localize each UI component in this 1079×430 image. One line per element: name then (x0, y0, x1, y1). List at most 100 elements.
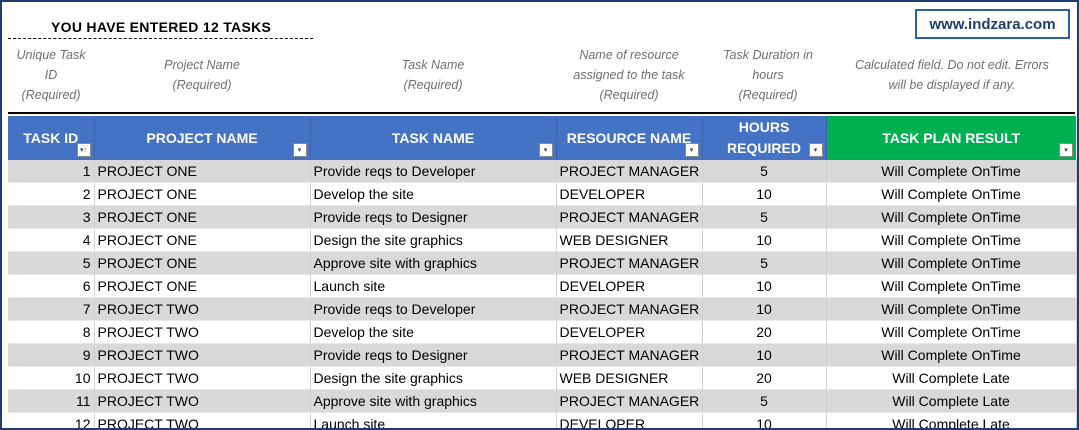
table-row[interactable]: 10 PROJECT TWO Design the site graphics WEB… (8, 366, 1077, 390)
cell-task-name[interactable]: Develop the site (310, 320, 557, 344)
cell-resource-name[interactable]: PROJECT MANAGER (556, 205, 703, 229)
cell-task-id[interactable]: 6 (8, 274, 95, 298)
cell-project-name[interactable]: PROJECT TWO (94, 412, 311, 428)
table-row[interactable]: 11 PROJECT TWO Approve site with graphics P… (8, 389, 1077, 413)
col-header-label: TASK PLAN RESULT (882, 129, 1021, 146)
cell-task-plan-result[interactable]: Will Complete Late (826, 366, 1077, 390)
cell-resource-name[interactable]: PROJECT MANAGER (556, 389, 703, 413)
cell-task-id[interactable]: 7 (8, 297, 95, 321)
table-row[interactable]: 5 PROJECT ONE Approve site with graphics PR… (8, 251, 1077, 275)
cell-hours-required[interactable]: 5 (702, 389, 827, 413)
cell-task-plan-result[interactable]: Will Complete Late (826, 412, 1077, 428)
cell-project-name[interactable]: PROJECT TWO (94, 389, 311, 413)
brand-link[interactable]: www.indzara.com (915, 9, 1070, 39)
table-row[interactable]: 4 PROJECT ONE Design the site graphics WEB … (8, 228, 1077, 252)
cell-resource-name[interactable]: PROJECT MANAGER (556, 343, 703, 367)
cell-task-plan-result[interactable]: Will Complete OnTime (826, 251, 1077, 275)
cell-resource-name[interactable]: WEB DESIGNER (556, 366, 703, 390)
cell-project-name[interactable]: PROJECT ONE (94, 251, 311, 275)
cell-task-plan-result[interactable]: Will Complete OnTime (826, 320, 1077, 344)
cell-project-name[interactable]: PROJECT ONE (94, 182, 311, 206)
cell-resource-name[interactable]: DEVELOPER (556, 274, 703, 298)
cell-project-name[interactable]: PROJECT TWO (94, 297, 311, 321)
table-row[interactable]: 9 PROJECT TWO Provide reqs to Designer PROJ… (8, 343, 1077, 367)
cell-resource-name[interactable]: PROJECT MANAGER (556, 251, 703, 275)
cell-resource-name[interactable]: DEVELOPER (556, 182, 703, 206)
cell-hours-required[interactable]: 10 (702, 412, 827, 428)
cell-task-plan-result[interactable]: Will Complete Late (826, 389, 1077, 413)
table-row[interactable]: 2 PROJECT ONE Develop the site DEVELOPER 10 W… (8, 182, 1077, 206)
cell-task-name[interactable]: Launch site (310, 274, 557, 298)
cell-task-id[interactable]: 3 (8, 205, 95, 229)
cell-hours-required[interactable]: 5 (702, 205, 827, 229)
col-header-task-name: TASK NAME ▾ (310, 116, 557, 160)
table-row[interactable]: 3 PROJECT ONE Provide reqs to Designer PROJ… (8, 205, 1077, 229)
sort-filter-icon[interactable]: ▾↑ (76, 143, 91, 157)
cell-task-name[interactable]: Design the site graphics (310, 228, 557, 252)
cell-task-plan-result[interactable]: Will Complete OnTime (826, 205, 1077, 229)
cell-resource-name[interactable]: DEVELOPER (556, 320, 703, 344)
filter-dropdown-icon[interactable]: ▾ (808, 143, 823, 157)
cell-resource-name[interactable]: PROJECT MANAGER (556, 160, 703, 183)
cell-task-id[interactable]: 10 (8, 366, 95, 390)
hint-line: will be displayed if any. (888, 78, 1016, 92)
cell-task-plan-result[interactable]: Will Complete OnTime (826, 274, 1077, 298)
cell-project-name[interactable]: PROJECT ONE (94, 228, 311, 252)
cell-task-name[interactable]: Design the site graphics (310, 366, 557, 390)
filter-dropdown-icon[interactable]: ▾ (684, 143, 699, 157)
cell-project-name[interactable]: PROJECT TWO (94, 320, 311, 344)
cell-hours-required[interactable]: 10 (702, 182, 827, 206)
cell-task-id[interactable]: 1 (8, 160, 95, 183)
cell-task-id[interactable]: 4 (8, 228, 95, 252)
cell-task-name[interactable]: Provide reqs to Developer (310, 160, 557, 183)
cell-task-id[interactable]: 11 (8, 389, 95, 413)
cell-project-name[interactable]: PROJECT ONE (94, 274, 311, 298)
col-header-label: TASK ID (23, 129, 79, 146)
cell-task-name[interactable]: Approve site with graphics (310, 389, 557, 413)
cell-hours-required[interactable]: 5 (702, 251, 827, 275)
filter-dropdown-icon[interactable]: ▾ (1059, 143, 1073, 157)
cell-project-name[interactable]: PROJECT ONE (94, 205, 311, 229)
cell-project-name[interactable]: PROJECT ONE (94, 160, 311, 183)
cell-hours-required[interactable]: 10 (702, 228, 827, 252)
hint-line: Project Name (164, 58, 240, 72)
cell-task-plan-result[interactable]: Will Complete OnTime (826, 343, 1077, 367)
cell-task-plan-result[interactable]: Will Complete OnTime (826, 160, 1077, 183)
col-header-label: TASK NAME (391, 129, 475, 146)
cell-hours-required[interactable]: 5 (702, 160, 827, 183)
cell-hours-required[interactable]: 10 (702, 297, 827, 321)
cell-task-plan-result[interactable]: Will Complete OnTime (826, 228, 1077, 252)
cell-task-id[interactable]: 9 (8, 343, 95, 367)
table-row[interactable]: 7 PROJECT TWO Provide reqs to Developer PRO… (8, 297, 1077, 321)
cell-task-name[interactable]: Provide reqs to Designer (310, 343, 557, 367)
hint-line: (Required) (738, 88, 798, 102)
table-row[interactable]: 12 PROJECT TWO Launch site DEVELOPER 10 Will … (8, 412, 1077, 428)
cell-task-id[interactable]: 12 (8, 412, 95, 428)
cell-hours-required[interactable]: 20 (702, 320, 827, 344)
cell-resource-name[interactable]: DEVELOPER (556, 412, 703, 428)
cell-project-name[interactable]: PROJECT TWO (94, 343, 311, 367)
cell-task-name[interactable]: Provide reqs to Designer (310, 205, 557, 229)
table-header-row: TASK ID ▾↑ PROJECT NAME ▾ TASK NAME ▾ RE… (8, 116, 1076, 160)
filter-dropdown-icon[interactable]: ▾ (292, 143, 307, 157)
cell-task-name[interactable]: Develop the site (310, 182, 557, 206)
filter-dropdown-icon[interactable]: ▾ (538, 143, 553, 157)
cell-task-id[interactable]: 5 (8, 251, 95, 275)
cell-task-id[interactable]: 2 (8, 182, 95, 206)
table-row[interactable]: 6 PROJECT ONE Launch site DEVELOPER 10 Will C… (8, 274, 1077, 298)
cell-task-id[interactable]: 8 (8, 320, 95, 344)
cell-hours-required[interactable]: 20 (702, 366, 827, 390)
table-row[interactable]: 1 PROJECT ONE Provide reqs to Developer PRO… (8, 160, 1077, 183)
cell-task-name[interactable]: Provide reqs to Developer (310, 297, 557, 321)
cell-task-name[interactable]: Approve site with graphics (310, 251, 557, 275)
cell-task-name[interactable]: Launch site (310, 412, 557, 428)
table-row[interactable]: 8 PROJECT TWO Develop the site DEVELOPER 20 W… (8, 320, 1077, 344)
cell-resource-name[interactable]: PROJECT MANAGER (556, 297, 703, 321)
cell-hours-required[interactable]: 10 (702, 343, 827, 367)
cell-task-plan-result[interactable]: Will Complete OnTime (826, 297, 1077, 321)
cell-hours-required[interactable]: 10 (702, 274, 827, 298)
cell-task-plan-result[interactable]: Will Complete OnTime (826, 182, 1077, 206)
task-table: TASK ID ▾↑ PROJECT NAME ▾ TASK NAME ▾ RE… (8, 116, 1077, 428)
cell-project-name[interactable]: PROJECT TWO (94, 366, 311, 390)
cell-resource-name[interactable]: WEB DESIGNER (556, 228, 703, 252)
